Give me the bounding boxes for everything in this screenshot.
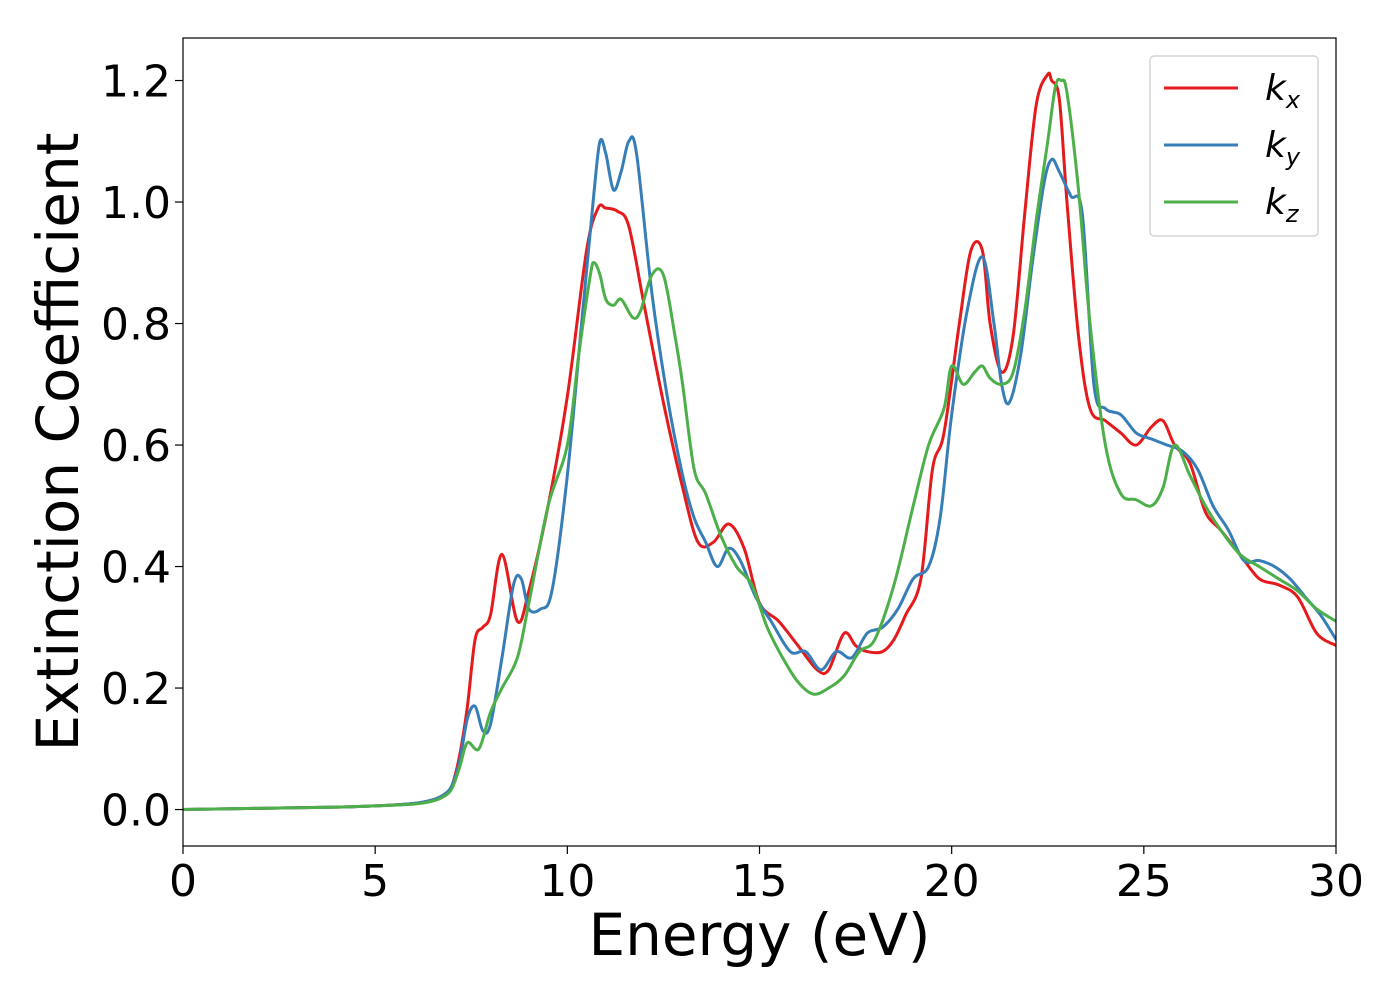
legend-main-ky: k bbox=[1265, 125, 1288, 166]
y-tick-label: 1.0 bbox=[101, 178, 171, 229]
y-tick-label: 0.2 bbox=[101, 664, 171, 715]
y-tick-label: 1.2 bbox=[101, 57, 171, 108]
y-tick-label: 0.8 bbox=[101, 300, 171, 351]
series-layer bbox=[183, 71, 1336, 812]
legend-sub-ky: y bbox=[1285, 143, 1301, 171]
legend-label-kz: kz bbox=[1265, 182, 1300, 228]
series-line-kx bbox=[183, 71, 1336, 812]
x-tick-label: 30 bbox=[1308, 856, 1364, 907]
legend-label-ky: ky bbox=[1265, 125, 1301, 171]
legend-main-kz: k bbox=[1265, 182, 1288, 223]
x-tick-label: 15 bbox=[732, 856, 788, 907]
y-axis-ticks: 0.0 0.2 0.4 0.6 0.8 1.0 1.2 bbox=[101, 57, 183, 837]
legend-sub-kx: x bbox=[1285, 86, 1301, 114]
series-line-kz bbox=[183, 77, 1336, 812]
y-tick-label: 0.4 bbox=[101, 543, 171, 594]
x-tick-label: 25 bbox=[1116, 856, 1172, 907]
legend-label-kx: kx bbox=[1265, 68, 1301, 114]
x-tick-label: 5 bbox=[361, 856, 389, 907]
x-axis-label: Energy (eV) bbox=[588, 901, 930, 969]
y-axis-label: Extinction Coefficient bbox=[24, 133, 92, 752]
x-tick-label: 0 bbox=[169, 856, 197, 907]
series-line-ky bbox=[183, 135, 1336, 812]
x-axis-ticks: 0 5 10 15 20 25 30 bbox=[169, 846, 1364, 907]
legend-main-kx: k bbox=[1265, 68, 1288, 109]
x-tick-label: 10 bbox=[539, 856, 595, 907]
y-tick-label: 0.6 bbox=[101, 421, 171, 472]
x-tick-label: 20 bbox=[924, 856, 980, 907]
legend-sub-kz: z bbox=[1285, 200, 1300, 228]
y-tick-label: 0.0 bbox=[101, 786, 171, 837]
